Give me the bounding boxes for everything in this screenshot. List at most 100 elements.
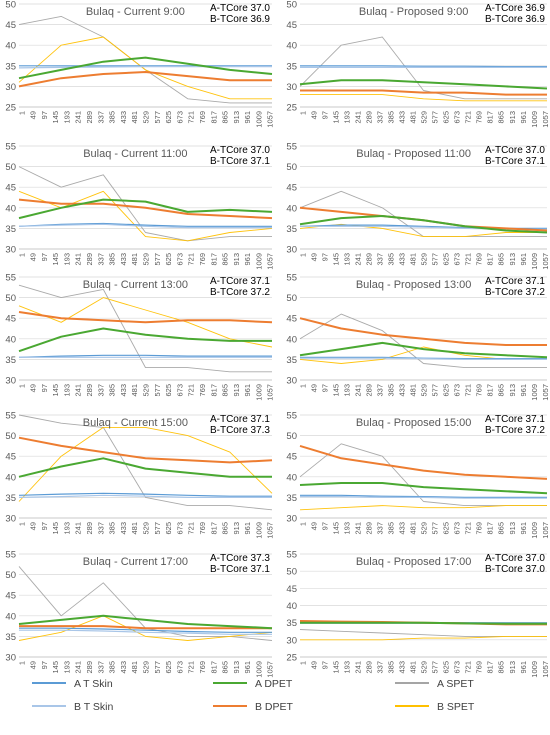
y-tick-label: 35 (286, 355, 297, 366)
x-tick-label: 1009 (530, 384, 539, 401)
core-temp-a: A-TCore 37.0 (485, 553, 545, 564)
y-tick-label: 40 (5, 41, 16, 52)
series-line-a-dpet (18, 614, 273, 630)
series-line-a-spet (18, 284, 272, 373)
x-tick-label: 337 (375, 384, 384, 397)
y-tick-label: 30 (5, 82, 16, 93)
core-temp-a: A-TCore 37.0 (210, 145, 270, 156)
series-line-a-dpet (18, 56, 273, 80)
x-tick-label: 289 (85, 253, 94, 266)
x-tick-label: 769 (475, 111, 484, 124)
x-tick-label: 145 (331, 522, 340, 535)
series-line-b-t-skin (300, 496, 547, 499)
x-tick-label: 1 (298, 661, 307, 665)
x-tick-label: 913 (232, 661, 241, 674)
x-tick-label: 97 (40, 384, 49, 392)
series-line-b-spet (18, 426, 273, 502)
chart-panel-10: 25 30 35 40 45 50 55 1 49 97 145 193 241 289 337 385 433… (286, 550, 549, 678)
x-tick-label: 865 (497, 253, 506, 266)
x-tick-label: 241 (353, 253, 362, 266)
x-tick-label: 241 (353, 111, 362, 124)
x-tick-label: 1009 (254, 111, 263, 128)
x-tick-label: 193 (342, 111, 351, 124)
x-tick-label: 385 (386, 253, 395, 266)
chart-title: Bulaq - Current 17:00 (83, 556, 188, 568)
core-temp-b: B-TCore 36.9 (210, 14, 270, 25)
chart-title: Bulaq - Current 13:00 (83, 279, 188, 291)
y-tick-label: 45 (286, 584, 297, 595)
series-line-b-dpet (300, 89, 547, 96)
series-line-a-spet (18, 166, 272, 242)
x-tick-label: 817 (209, 661, 218, 674)
x-tick-label: 241 (353, 661, 362, 674)
x-tick-label: 1057 (541, 111, 550, 128)
x-tick-label: 1009 (530, 111, 539, 128)
y-tick-label: 40 (286, 472, 297, 483)
x-tick-label: 337 (96, 111, 105, 124)
x-tick-label: 97 (320, 111, 329, 119)
x-tick-label: 529 (141, 111, 150, 124)
x-tick-label: 913 (232, 522, 241, 535)
x-tick-label: 1009 (530, 661, 539, 678)
x-tick-label: 817 (209, 522, 218, 535)
x-tick-label: 97 (320, 384, 329, 392)
series-line-a-t-skin (19, 627, 272, 633)
y-tick-label: 35 (5, 632, 16, 643)
x-tick-label: 673 (175, 111, 184, 124)
x-tick-label: 529 (141, 384, 150, 397)
y-tick-label: 50 (5, 293, 16, 304)
y-tick-label: 35 (286, 493, 297, 504)
x-tick-label: 769 (198, 522, 207, 535)
x-tick-label: 1 (298, 384, 307, 388)
x-tick-label: 625 (442, 111, 451, 124)
y-tick-label: 30 (286, 514, 297, 525)
core-temp-b: B-TCore 37.2 (485, 287, 545, 298)
x-tick-label: 961 (243, 253, 252, 266)
y-tick-label: 40 (286, 41, 297, 52)
y-tick-label: 30 (286, 245, 297, 256)
x-tick-label: 1009 (530, 522, 539, 539)
x-tick-label: 721 (464, 253, 473, 266)
series-line-a-spet (299, 313, 547, 369)
y-tick-label: 30 (286, 635, 297, 646)
x-tick-label: 529 (420, 384, 429, 397)
series-line-b-dpet (18, 436, 273, 464)
y-tick-label: 55 (5, 142, 16, 153)
chart-panel-1: 25 30 35 40 45 50 1 49 97 145 193 241 289 337 385 433 48… (5, 0, 274, 128)
chart-panel-9: 30 35 40 45 50 55 1 49 97 145 193 241 289 337 385 433 48… (5, 550, 274, 678)
chart-title: Bulaq - Current 11:00 (83, 148, 187, 160)
x-tick-label: 769 (475, 253, 484, 266)
x-tick-label: 241 (74, 111, 83, 124)
x-tick-label: 1057 (541, 253, 550, 270)
series-line-a-dpet (299, 215, 548, 234)
chart-panel-5: 30 35 40 45 50 55 1 49 97 145 193 241 289 337 385 433 48… (5, 273, 274, 401)
x-tick-label: 1 (298, 522, 307, 526)
x-tick-label: 1057 (266, 661, 275, 678)
x-tick-label: 49 (309, 111, 318, 119)
series-line-b-t-skin (300, 357, 547, 360)
x-tick-label: 577 (153, 522, 162, 535)
series-line-b-spet (18, 297, 273, 348)
x-tick-label: 193 (62, 384, 71, 397)
core-temp-b: B-TCore 37.1 (210, 156, 270, 167)
x-tick-label: 337 (96, 384, 105, 397)
x-tick-label: 817 (486, 253, 495, 266)
series-line-a-t-skin (300, 65, 547, 68)
x-tick-label: 193 (62, 253, 71, 266)
chart-panel-7: 30 35 40 45 50 55 1 49 97 145 193 241 289 337 385 433 48… (5, 411, 274, 539)
x-tick-label: 673 (453, 522, 462, 535)
y-tick-label: 50 (5, 431, 16, 442)
y-tick-label: 40 (5, 203, 16, 214)
series-line-a-dpet (18, 457, 272, 478)
legend: A T Skin A DPET A SPET B T Skin B DPET B SPET (32, 678, 475, 713)
x-tick-label: 961 (519, 253, 528, 266)
y-tick-label: 50 (286, 162, 297, 173)
x-tick-label: 913 (232, 253, 241, 266)
series-line-b-t-skin (18, 223, 272, 229)
y-tick-label: 55 (286, 411, 297, 422)
x-tick-label: 1057 (266, 253, 275, 270)
x-tick-label: 577 (431, 661, 440, 674)
core-temp-b: B-TCore 37.0 (485, 564, 545, 575)
x-tick-label: 721 (187, 522, 196, 535)
